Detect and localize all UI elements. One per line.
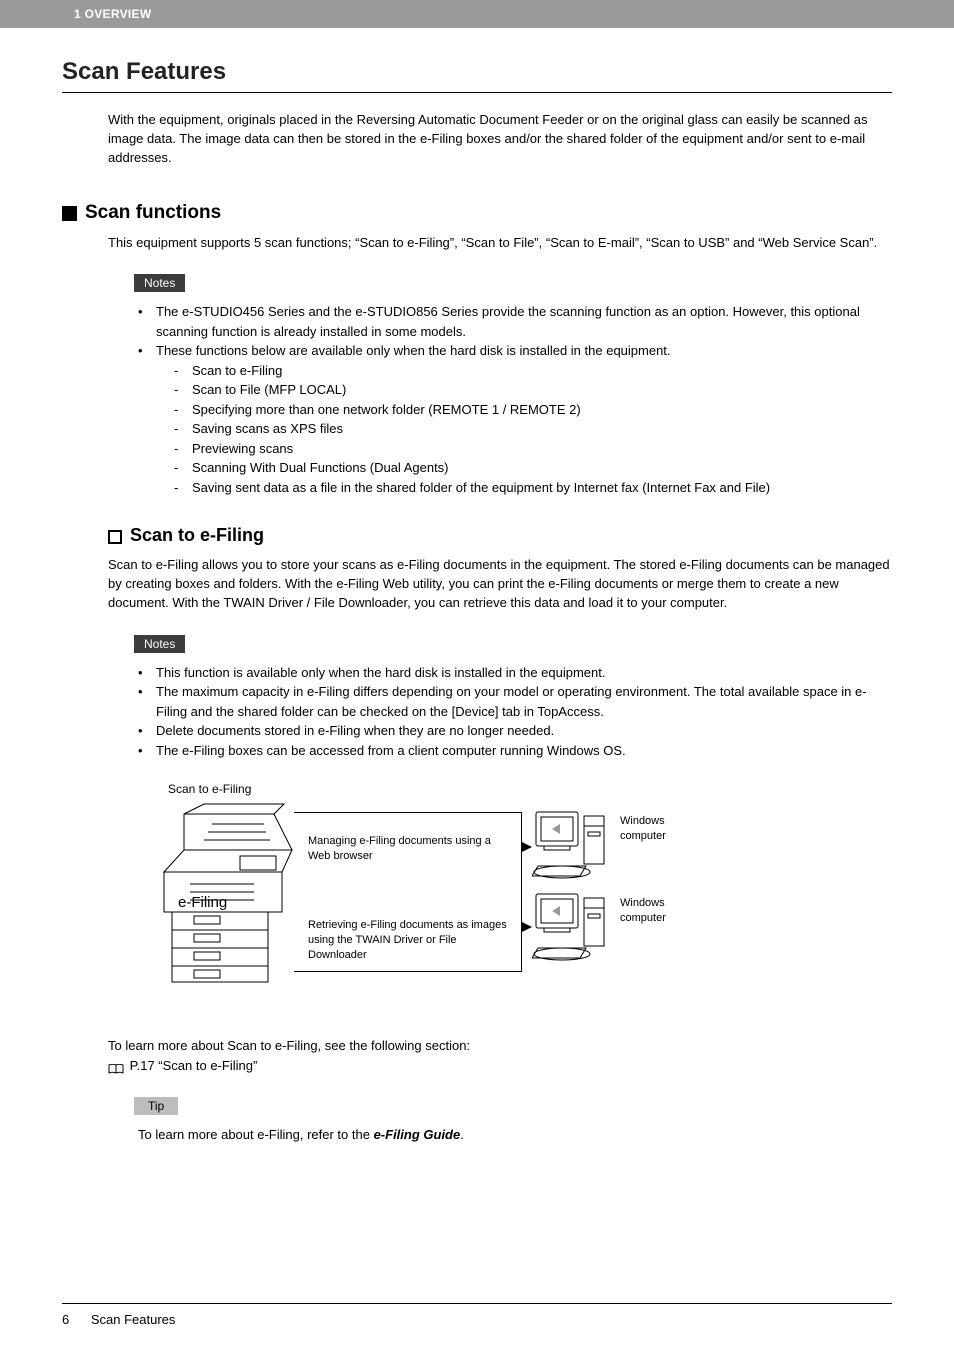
notes-list: The e-STUDIO456 Series and the e-STUDIO8… (138, 302, 892, 497)
note-item: The maximum capacity in e-Filing differs… (138, 682, 892, 721)
dash-item: Scan to File (MFP LOCAL) (174, 380, 892, 400)
hollow-square-icon (108, 530, 122, 544)
notes-label: Notes (134, 274, 185, 292)
tip-text-c: . (460, 1127, 464, 1142)
tip-text: To learn more about e-Filing, refer to t… (138, 1125, 892, 1145)
notes-label: Notes (134, 635, 185, 653)
page-title: Scan Features (62, 58, 892, 93)
page-footer: 6 Scan Features (62, 1303, 892, 1327)
arrow-text-1: Managing e-Filing documents using a Web … (308, 834, 498, 864)
dash-item: Saving scans as XPS files (174, 419, 892, 439)
dash-item: Scan to e-Filing (174, 361, 892, 381)
footer-title: Scan Features (91, 1312, 176, 1327)
tip-text-guide: e-Filing Guide (374, 1127, 461, 1142)
pc-label-2: Windows computer (620, 896, 700, 926)
dash-item: Specifying more than one network folder … (174, 400, 892, 420)
note-item: These functions below are available only… (138, 341, 892, 497)
pc-label-1: Windows computer (620, 814, 700, 844)
efiling-label: e-Filing (178, 894, 227, 911)
chapter-label: 1 OVERVIEW (74, 7, 151, 21)
book-icon (108, 1061, 124, 1072)
tip-text-a: To learn more about e-Filing, refer to t… (138, 1127, 374, 1142)
note-item: Delete documents stored in e-Filing when… (138, 721, 892, 741)
dash-item: Scanning With Dual Functions (Dual Agent… (174, 458, 892, 478)
reference-line-2: P.17 “Scan to e-Filing” (108, 1056, 892, 1076)
notes-list: This function is available only when the… (138, 663, 892, 761)
arrow-text-2: Retrieving e-Filing documents as images … (308, 918, 508, 963)
note-item: The e-STUDIO456 Series and the e-STUDIO8… (138, 302, 892, 341)
dash-item: Saving sent data as a file in the shared… (174, 478, 892, 498)
arrow-head-icon (522, 842, 532, 852)
diagram-title: Scan to e-Filing (168, 782, 251, 796)
computer-illustration (532, 888, 612, 968)
dash-list: Scan to e-Filing Scan to File (MFP LOCAL… (174, 361, 892, 498)
reference-line-1: To learn more about Scan to e-Filing, se… (108, 1036, 892, 1056)
note-item: The e-Filing boxes can be accessed from … (138, 741, 892, 761)
reference-link-text: P.17 “Scan to e-Filing” (130, 1058, 258, 1073)
square-bullet-icon (62, 206, 77, 221)
intro-paragraph: With the equipment, originals placed in … (108, 111, 892, 168)
scan-efiling-paragraph: Scan to e-Filing allows you to store you… (108, 556, 892, 613)
page-number: 6 (62, 1312, 69, 1327)
reference-block: To learn more about Scan to e-Filing, se… (108, 1036, 892, 1075)
scan-functions-paragraph: This equipment supports 5 scan functions… (108, 234, 892, 253)
subsection-scan-efiling-heading: Scan to e-Filing (108, 525, 892, 546)
arrow-head-icon (522, 922, 532, 932)
tip-label: Tip (134, 1097, 178, 1115)
computer-icon (532, 888, 612, 968)
subsection-title: Scan to e-Filing (130, 525, 264, 546)
efiling-diagram: Scan to e-Filing (154, 788, 754, 1008)
note-text: These functions below are available only… (156, 343, 671, 358)
section-title: Scan functions (85, 202, 221, 224)
computer-icon (532, 806, 612, 886)
dash-item: Previewing scans (174, 439, 892, 459)
computer-illustration (532, 806, 612, 886)
note-item: This function is available only when the… (138, 663, 892, 683)
chapter-header: 1 OVERVIEW (0, 0, 954, 28)
section-scan-functions-heading: Scan functions (62, 202, 892, 224)
